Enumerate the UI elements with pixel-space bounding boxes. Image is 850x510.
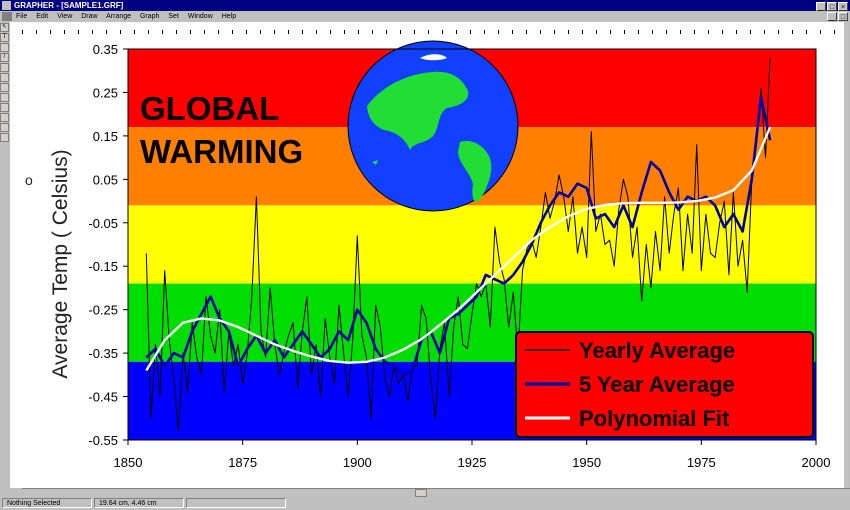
graph-tool-icon[interactable] [0,93,9,102]
menu-window[interactable]: Window [187,13,213,20]
legend-box [515,331,814,438]
vertical-scrollbar[interactable] [844,22,850,488]
legend[interactable]: Yearly Average 5 Year Average Polynomial F… [515,331,814,438]
axis-tool-icon[interactable] [0,103,9,112]
rectangle-tool-icon[interactable] [0,73,9,82]
color-band-2 [128,205,816,284]
menu-edit[interactable]: Edit [36,13,49,20]
x-tick-label: 1975 [687,455,716,470]
y-tick-label: -0.55 [88,433,118,448]
y-axis-label: Average Temp ( Celsius) [49,149,72,378]
menu-graph[interactable]: Graph [139,13,160,20]
series-line-5-year-average [145,95,772,377]
cursor-position: 19.64 cm, 4.46 cm [94,498,184,508]
y-tick-label: -0.25 [88,303,118,318]
maximize-icon[interactable]: □ [827,2,837,11]
doc-restore-icon[interactable]: □ [838,12,848,21]
chart-title-line1: GLOBAL [140,90,279,127]
window-title: GRAPHER - [SAMPLE1.GRF] [14,1,124,10]
minimize-icon[interactable]: _ [816,2,826,11]
status-empty-cell [186,498,286,508]
chart-title-line2: WARMING [140,133,303,170]
doc-minimize-icon[interactable]: _ [827,12,837,21]
close-icon[interactable]: × [838,2,848,11]
selection-status: Nothing Selected [2,498,92,508]
menu-bar: File Edit View Draw Arrange Graph Set Wi… [0,11,850,22]
curve-tool-icon[interactable] [0,123,9,132]
y-tick-label: -0.05 [88,216,118,231]
text-tool-icon[interactable]: T [0,33,9,42]
y-tick-label: 0.25 [93,85,118,100]
y-tick-label: 0.15 [93,129,118,144]
scroll-thumb[interactable] [415,489,427,497]
y-axis-degree-mark: o [25,172,33,188]
x-tick-label: 1950 [572,455,601,470]
globe-icon [347,40,519,212]
toolbox: ↖ T / [0,22,10,488]
menu-set[interactable]: Set [168,13,179,20]
arrow-tool-icon[interactable]: ↖ [0,23,9,32]
x-tick-label: 2000 [802,455,831,470]
legend-label: 5 Year Average [579,372,735,397]
polygon-tool-icon[interactable] [0,63,9,72]
legend-label: Polynomial Fit [579,406,730,431]
title-bar: GRAPHER - [SAMPLE1.GRF] _ □ × [0,0,850,11]
plot-canvas[interactable]: GLOBAL WARMING 0.35 0.25 0.15 0.05 -0.05 -0.1… [22,34,844,488]
y-tick-label: -0.15 [88,259,118,274]
legend-label: Yearly Average [579,338,735,363]
x-tick-label: 1900 [343,455,372,470]
fit-tool-icon[interactable] [0,133,9,142]
y-tick-label: -0.45 [88,390,118,405]
app-icon[interactable] [2,1,11,10]
y-tick-label: 0.05 [93,172,118,187]
menu-draw[interactable]: Draw [81,13,98,20]
zoom-tool-icon[interactable] [0,43,9,52]
y-tick-label: 0.35 [93,42,118,57]
line-tool-icon[interactable]: / [0,53,9,62]
ellipse-tool-icon[interactable] [0,83,9,92]
x-tick-label: 1875 [228,455,257,470]
menu-view[interactable]: View [57,13,73,20]
chart: GLOBAL WARMING 0.35 0.25 0.15 0.05 -0.05 -0.1… [25,40,831,470]
menu-arrange[interactable]: Arrange [106,13,132,20]
horizontal-scrollbar[interactable] [22,488,850,498]
status-bar: Nothing Selected 19.64 cm, 4.46 cm [0,497,850,510]
document-icon[interactable] [2,12,12,21]
series-line-polynomial-fit [145,126,772,372]
legend-tool-icon[interactable] [0,113,9,122]
x-tick-label: 1850 [114,455,143,470]
menu-file[interactable]: File [15,13,28,20]
y-tick-label: -0.35 [88,346,118,361]
x-tick-label: 1925 [458,455,487,470]
series-line-yearly-average [145,57,771,432]
menu-help[interactable]: Help [221,13,237,20]
